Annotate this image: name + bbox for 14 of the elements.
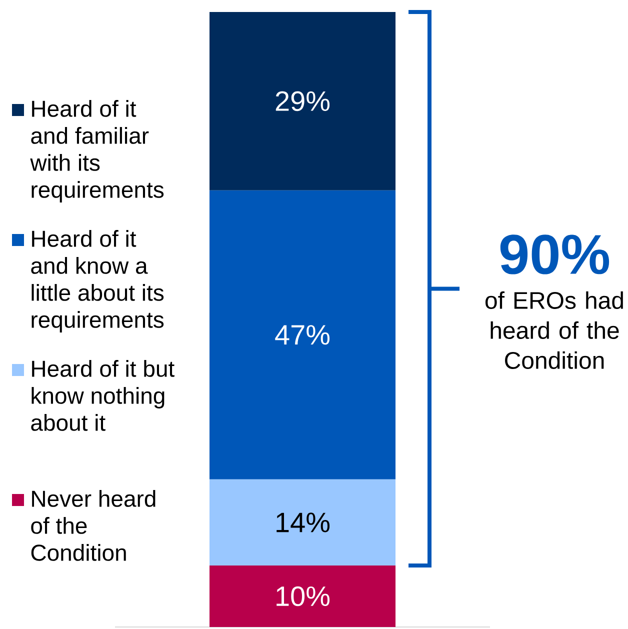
bar xyxy=(210,12,396,190)
data-label: 29% xyxy=(276,91,330,112)
legend-label: Heard of it and know a little about its requirements xyxy=(31,230,164,332)
bar xyxy=(210,566,396,627)
text: 90% xyxy=(500,234,610,274)
data-label: 14% xyxy=(276,512,330,532)
data-label: 10% xyxy=(276,586,330,606)
legend-label: Heard of it and familiar with its requirements xyxy=(30,100,164,202)
bar xyxy=(210,479,396,566)
legend-label: Heard of it but know nothing about it xyxy=(31,360,174,431)
legend-label: Never heard of the Condition xyxy=(31,490,156,561)
data-label: 47% xyxy=(275,325,330,345)
text: of EROs had heard of the Condition xyxy=(485,291,623,369)
bar xyxy=(210,190,396,480)
